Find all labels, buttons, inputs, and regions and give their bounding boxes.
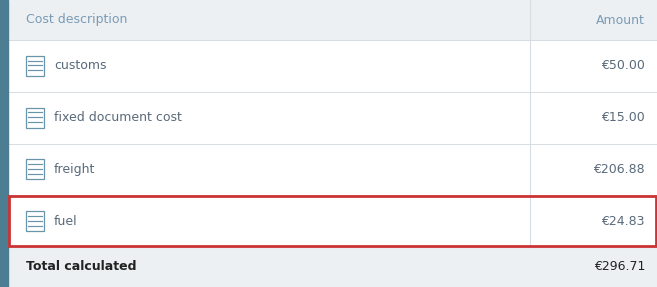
Text: Total calculated: Total calculated (26, 261, 137, 274)
Text: €15.00: €15.00 (601, 111, 645, 124)
Bar (0, 0, 8, 287)
Bar (8, 0, 657, 40)
Text: €50.00: €50.00 (601, 59, 645, 72)
Text: €296.71: €296.71 (594, 261, 645, 274)
Bar (8, 92, 657, 144)
Bar (26, 211, 44, 231)
Bar (26, 56, 44, 76)
Bar (26, 108, 44, 128)
Bar (8, 195, 657, 247)
Bar (8, 144, 657, 195)
Text: fixed document cost: fixed document cost (54, 111, 182, 124)
Text: €206.88: €206.88 (593, 163, 645, 176)
Bar (9, 196, 656, 246)
Text: customs: customs (54, 59, 106, 72)
Text: Cost description: Cost description (26, 13, 127, 26)
Bar (8, 40, 657, 92)
Bar (26, 159, 44, 179)
Text: €24.83: €24.83 (602, 215, 645, 228)
Bar (8, 247, 657, 287)
Text: Amount: Amount (596, 13, 645, 26)
Text: freight: freight (54, 163, 95, 176)
Text: fuel: fuel (54, 215, 78, 228)
